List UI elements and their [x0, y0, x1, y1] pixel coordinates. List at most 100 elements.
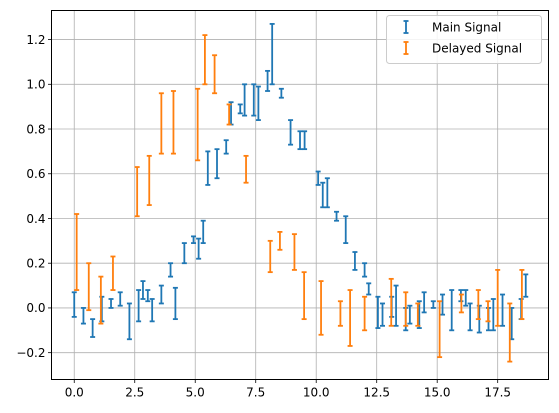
- x-axis: 0.0 2.5 5.0 7.5 10.0 12.5 15.0 17.5: [65, 379, 511, 400]
- error-bar: [146, 154, 152, 206]
- error-bar: [467, 302, 473, 332]
- error-bar: [168, 262, 174, 278]
- error-bar: [318, 280, 324, 336]
- error-bar: [226, 103, 232, 126]
- x-tick-label: 0.0: [65, 386, 84, 400]
- error-bar: [366, 282, 372, 296]
- error-bar: [205, 150, 211, 186]
- x-tick-label: 10.0: [303, 386, 330, 400]
- error-bar: [90, 318, 96, 338]
- y-tick-label: 1.2: [26, 33, 45, 47]
- error-bar: [191, 235, 197, 244]
- error-bar: [98, 275, 104, 325]
- x-tick-label: 17.5: [484, 386, 511, 400]
- error-bar: [86, 262, 92, 312]
- error-bar: [223, 139, 229, 155]
- error-bar: [523, 273, 529, 298]
- error-bar: [243, 154, 249, 184]
- x-tick-label: 12.5: [363, 386, 390, 400]
- legend-box: [386, 15, 542, 64]
- error-bar: [71, 291, 77, 318]
- error-bar: [475, 289, 481, 321]
- error-bar: [320, 181, 326, 209]
- error-bar: [126, 302, 132, 341]
- error-bar: [437, 300, 443, 359]
- error-bar: [375, 295, 381, 329]
- error-bar: [117, 291, 123, 307]
- error-bar: [265, 69, 271, 92]
- error-bar: [421, 291, 427, 314]
- error-bar: [237, 103, 243, 115]
- error-bar: [212, 54, 218, 95]
- y-tick-label: −0.2: [16, 346, 45, 360]
- plot-frame: [51, 10, 549, 380]
- error-bar: [80, 307, 86, 325]
- error-bar: [430, 300, 436, 309]
- error-bar: [490, 298, 496, 332]
- error-bar: [202, 34, 208, 86]
- error-bar: [334, 210, 340, 222]
- error-bar: [288, 119, 294, 146]
- error-bar: [278, 87, 284, 99]
- error-bar: [291, 233, 297, 271]
- error-bar: [302, 130, 308, 151]
- x-tick-label: 7.5: [246, 386, 265, 400]
- y-axis: −0.2 0.0 0.2 0.4 0.6 0.8 1.0 1.2: [16, 33, 52, 360]
- error-bar: [149, 298, 155, 323]
- error-bar: [214, 148, 220, 180]
- error-bar: [181, 242, 187, 265]
- legend-label: Delayed Signal: [432, 41, 522, 55]
- x-tick-label: 5.0: [186, 386, 205, 400]
- error-bar: [74, 213, 80, 291]
- error-bar: [297, 130, 303, 151]
- y-tick-label: 0.4: [26, 212, 45, 226]
- error-bar: [393, 284, 399, 327]
- grid-lines: [51, 10, 549, 380]
- error-bar: [507, 302, 513, 363]
- error-bar: [416, 300, 422, 329]
- error-bar: [255, 85, 261, 121]
- error-bars: [71, 23, 529, 363]
- error-bar: [449, 289, 455, 332]
- y-tick-label: 0.0: [26, 301, 45, 315]
- series-delayed-signal: [74, 34, 525, 363]
- y-tick-label: 0.8: [26, 122, 45, 136]
- error-bar: [495, 269, 501, 327]
- error-bar: [380, 302, 386, 327]
- error-bar: [362, 295, 368, 332]
- error-bar: [415, 302, 421, 327]
- x-tick-label: 15.0: [424, 386, 451, 400]
- x-tick-label: 2.5: [125, 386, 144, 400]
- error-bar: [170, 90, 176, 155]
- error-bar: [347, 289, 353, 347]
- error-bar: [108, 298, 114, 309]
- error-bar: [251, 83, 257, 117]
- error-bar: [458, 293, 464, 314]
- error-bar: [500, 293, 506, 327]
- error-bar: [242, 83, 248, 117]
- error-bar: [200, 219, 206, 244]
- error-bar: [362, 262, 368, 278]
- y-tick-label: 1.0: [26, 78, 45, 92]
- error-bar: [158, 284, 164, 305]
- error-bar: [407, 304, 413, 325]
- error-bar: [136, 289, 142, 323]
- error-bar: [315, 170, 321, 186]
- error-bar: [145, 289, 151, 303]
- legend-label: Main Signal: [432, 20, 501, 34]
- error-bar: [485, 300, 491, 323]
- error-bar: [388, 277, 394, 327]
- legend: Main Signal Delayed Signal: [386, 15, 542, 64]
- error-bar: [277, 230, 283, 251]
- error-bar: [301, 271, 307, 321]
- error-bar: [195, 87, 201, 162]
- error-bar: [134, 166, 140, 218]
- error-bar: [352, 251, 358, 271]
- error-bar: [519, 269, 525, 321]
- error-bar: [158, 92, 164, 155]
- y-tick-label: 0.2: [26, 257, 45, 271]
- error-bar: [172, 286, 178, 321]
- error-bar: [269, 23, 275, 86]
- error-bar: [403, 291, 409, 327]
